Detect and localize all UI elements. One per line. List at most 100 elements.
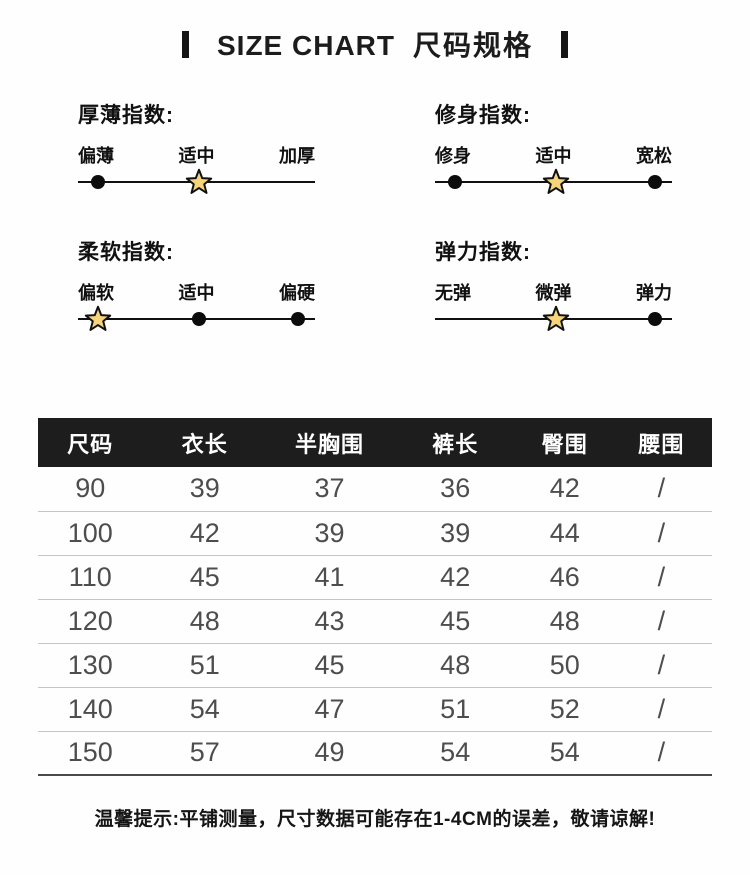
measurement-cell: / — [610, 599, 712, 644]
index-option-labels: 无弹 微弹 弹力 — [435, 283, 672, 303]
measurement-cell: 52 — [518, 687, 611, 732]
index-title: 弹力指数: — [435, 241, 531, 264]
index-option-label: 适中 — [178, 146, 215, 166]
measurement-cell: 37 — [267, 467, 392, 512]
measurement-cell: 42 — [391, 555, 519, 600]
index-option-label: 偏薄 — [78, 146, 114, 166]
size-cell: 100 — [38, 511, 143, 556]
measurement-cell: / — [610, 731, 712, 776]
title-right-bar-icon — [561, 30, 568, 58]
index-option-labels: 修身 适中 宽松 — [435, 146, 672, 166]
column-header: 腰围 — [610, 418, 712, 467]
measurement-cell: 41 — [267, 555, 392, 600]
index-title: 修身指数: — [435, 104, 531, 127]
table-row: 150 57 49 54 54/ — [38, 731, 712, 776]
measurement-cell: 54 — [518, 731, 611, 776]
size-table-body: 90 39 37 36 42/100 42 39 39 44/110 45 41 42 46/120 48… — [38, 467, 712, 776]
measurement-cell: 36 — [391, 467, 519, 512]
star-marker-icon — [542, 305, 570, 333]
table-row: 120 48 43 45 48/ — [38, 599, 712, 644]
index-option-label: 宽松 — [636, 146, 672, 166]
index-option-labels: 偏薄 适中 加厚 — [78, 146, 315, 166]
measurement-cell: 45 — [267, 643, 392, 688]
index-option-label: 适中 — [535, 146, 572, 166]
title-english: SIZE CHART — [216, 30, 395, 61]
index-card-4: 弹力指数: 无弹 微弹 弹力 — [435, 239, 672, 331]
index-scales-section: 厚薄指数: 偏薄 适中 加厚 修身指数: 修身 适中 宽松 柔软指数: 偏软 适中 偏硬 弹力指数: 无弹… — [0, 102, 750, 331]
size-table-header: 尺码 衣长 半胸围 裤长 臀围 腰围 — [38, 418, 712, 467]
measurement-cell: 43 — [267, 599, 392, 644]
measurement-cell: / — [610, 643, 712, 688]
index-scale-line — [435, 305, 672, 331]
index-card-3: 柔软指数: 偏软 适中 偏硬 — [78, 239, 315, 331]
dot-marker-icon — [648, 175, 663, 189]
table-row: 100 42 39 39 44/ — [38, 511, 712, 556]
size-cell: 140 — [38, 687, 143, 732]
index-title: 柔软指数: — [78, 241, 174, 264]
measurement-cell: 39 — [142, 467, 268, 512]
index-option-label: 偏软 — [78, 283, 114, 303]
header-row: 尺码 衣长 半胸围 裤长 臀围 腰围 — [38, 418, 712, 467]
measurement-cell: 45 — [391, 599, 519, 644]
dot-marker-icon — [91, 175, 106, 189]
measurement-cell: 48 — [391, 643, 519, 688]
measurement-cell: 51 — [142, 643, 268, 688]
measurement-cell: 48 — [142, 599, 268, 644]
page-title: SIZE CHART 尺码规格 — [0, 0, 750, 64]
index-option-labels: 偏软 适中 偏硬 — [78, 283, 315, 303]
measurement-cell: 57 — [142, 731, 268, 776]
measurement-cell: 45 — [142, 555, 268, 600]
measurement-cell: 42 — [142, 511, 268, 556]
index-scale-line — [435, 168, 672, 194]
footer-note: 温馨提示:平铺测量，尺寸数据可能存在1-4CM的误差，敬请谅解! — [94, 809, 656, 830]
dot-marker-icon — [191, 312, 206, 326]
measurement-cell: / — [610, 511, 712, 556]
measurement-cell: 46 — [518, 555, 611, 600]
measurement-cell: / — [610, 467, 712, 512]
size-chart-title: SIZE CHART 尺码规格 — [217, 24, 533, 64]
star-marker-icon — [185, 168, 213, 196]
table-row: 110 45 41 42 46/ — [38, 555, 712, 600]
measurement-cell: 47 — [267, 687, 392, 732]
measurement-cell: 39 — [391, 511, 519, 556]
size-cell: 120 — [38, 599, 143, 644]
measurement-cell: 39 — [267, 511, 392, 556]
index-option-label: 无弹 — [435, 283, 471, 303]
index-option-label: 微弹 — [535, 283, 572, 303]
size-cell: 150 — [38, 731, 143, 776]
measurement-cell: 50 — [518, 643, 611, 688]
dot-marker-icon — [648, 312, 663, 326]
table-row: 130 51 45 48 50/ — [38, 643, 712, 688]
measurement-cell: / — [610, 555, 712, 600]
measurement-cell: 48 — [518, 599, 611, 644]
measurement-cell: 44 — [518, 511, 611, 556]
index-card-1: 厚薄指数: 偏薄 适中 加厚 — [78, 102, 315, 194]
column-header: 臀围 — [518, 418, 611, 467]
index-title: 厚薄指数: — [78, 104, 174, 127]
index-scale-line — [78, 305, 315, 331]
measurement-cell: 42 — [518, 467, 611, 512]
index-option-label: 适中 — [178, 283, 215, 303]
index-card-2: 修身指数: 修身 适中 宽松 — [435, 102, 672, 194]
measurement-cell: / — [610, 687, 712, 732]
index-scale-line — [78, 168, 315, 194]
title-left-bar-icon — [181, 30, 189, 58]
column-header: 半胸围 — [267, 418, 392, 467]
measurement-cell: 54 — [391, 731, 519, 776]
dot-marker-icon — [291, 312, 306, 326]
column-header: 衣长 — [142, 418, 268, 467]
index-option-label: 加厚 — [279, 146, 315, 166]
index-option-label: 偏硬 — [279, 283, 315, 303]
measurement-cell: 49 — [267, 731, 392, 776]
dot-marker-icon — [448, 175, 463, 189]
column-header: 尺码 — [38, 418, 143, 467]
index-option-label: 修身 — [435, 146, 471, 166]
star-marker-icon — [84, 305, 112, 333]
index-option-label: 弹力 — [636, 283, 672, 303]
measurement-cell: 51 — [391, 687, 519, 732]
column-header: 裤长 — [391, 418, 519, 467]
size-cell: 110 — [38, 555, 143, 600]
table-row: 140 54 47 51 52/ — [38, 687, 712, 732]
measurement-cell: 54 — [142, 687, 268, 732]
